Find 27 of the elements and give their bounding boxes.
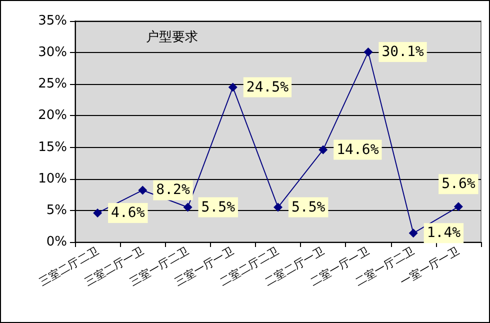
point	[183, 202, 192, 212]
data-label: 5.5%	[292, 199, 326, 216]
y-tick-label: 15%	[38, 140, 67, 155]
data-label: 30.1%	[382, 44, 424, 60]
point	[228, 82, 238, 92]
y-tick-label: 10%	[38, 171, 67, 186]
point	[408, 228, 418, 238]
point	[138, 186, 148, 195]
point	[318, 145, 328, 154]
y-tick-label: 5%	[46, 202, 67, 218]
y-tick-label: 0%	[46, 234, 67, 250]
point	[364, 47, 373, 56]
data-label: 14.6%	[336, 142, 380, 158]
y-tick-label: 35%	[38, 14, 67, 28]
point	[274, 202, 282, 212]
data-label: 24.5%	[246, 79, 290, 96]
y-tick-label: 25%	[38, 76, 67, 92]
data-label: 5.5%	[201, 199, 236, 216]
point	[454, 202, 463, 212]
y-tick-label: 20%	[38, 108, 67, 124]
point	[93, 208, 102, 218]
data-label: 4.6%	[111, 204, 146, 221]
text: 户型要求	[146, 30, 198, 45]
data-label: 8.2%	[156, 182, 190, 198]
y-tick-label: 30%	[38, 45, 67, 60]
data-label: 1.4%	[426, 225, 462, 242]
data-label: 5.6%	[442, 176, 476, 192]
